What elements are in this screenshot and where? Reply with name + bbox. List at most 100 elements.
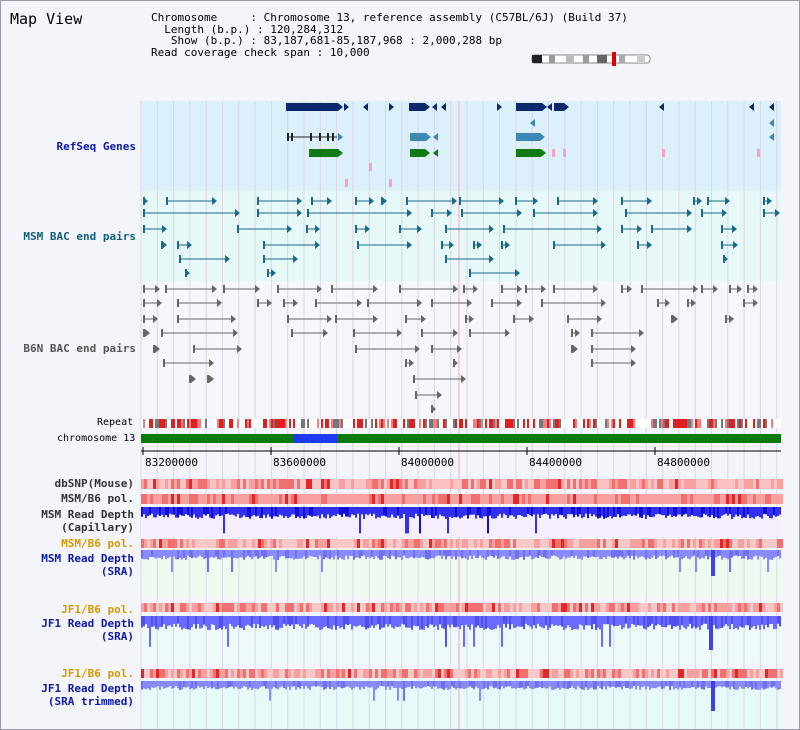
repeat-segment (713, 419, 715, 428)
track-label-msm-b6-pol-2[interactable]: MSM/B6 pol. (61, 537, 134, 550)
track-label-msm-depth-capillary[interactable]: MSM Read Depth (Capillary) (41, 508, 134, 534)
msm-polymorphism-cell (330, 539, 333, 548)
msm-capillary-depth-bar (459, 507, 461, 519)
bac-end (657, 299, 659, 307)
msm-sra-depth-bar (749, 550, 751, 560)
jf1-polymorphism-cell (225, 669, 228, 678)
dbsnp-density-cell (348, 479, 351, 489)
bac-end (223, 285, 225, 293)
jf1-sra-depth-bar (439, 616, 441, 625)
repeat-segment (377, 419, 379, 428)
repeat-segment (347, 419, 349, 428)
track-label-jf1-depth-trimmed[interactable]: JF1 Read Depth (SRA trimmed) (41, 682, 134, 708)
repeat-segment (735, 419, 737, 428)
msm-polymorphism-cell (732, 539, 735, 548)
msm-capillary-depth-bar (697, 507, 699, 517)
msm-capillary-depth-bar (267, 507, 269, 515)
track-label-msm-b6-pol-1[interactable]: MSM/B6 pol. (61, 492, 134, 505)
msm-sra-depth-bar (261, 550, 263, 557)
msm-sra-depth-bar (677, 550, 679, 558)
jf1-polymorphism-cell (276, 669, 279, 678)
jf1-polymorphism-cell (471, 669, 474, 678)
msm-sra-depth-bar (573, 550, 575, 559)
dbsnp-density-cell (477, 479, 480, 489)
jf1-polymorphism-cell (666, 603, 669, 612)
jf1-trimmed-depth-bar (363, 681, 365, 690)
jf1-polymorphism-cell (738, 669, 741, 678)
msm-capillary-depth-bar (437, 507, 439, 519)
track-label-jf1-b6-pol-2[interactable]: JF1/B6 pol. (61, 667, 134, 680)
track-label-msm-bac[interactable]: MSM BAC end pairs (23, 230, 136, 243)
repeat-segment (701, 419, 703, 428)
repeat-segment (247, 419, 249, 428)
jf1-sra-depth-bar (737, 616, 739, 630)
track-label-msm-depth-sra[interactable]: MSM Read Depth (SRA) (41, 552, 134, 578)
msm-polymorphism-cell (723, 539, 726, 548)
msm-polymorphism-cell (144, 539, 147, 548)
jf1-trimmed-depth-bar (623, 681, 625, 687)
jf1-trimmed-depth-bar (175, 681, 177, 687)
jf1-polymorphism-cell (162, 603, 165, 612)
jf1-polymorphism-cell (507, 603, 510, 612)
jf1-trimmed-depth-bar (607, 681, 609, 687)
msm-polymorphism-cell (315, 494, 318, 504)
repeat-segment (521, 419, 523, 428)
track-label-dbsnp[interactable]: dbSNP(Mouse) (54, 477, 134, 490)
msm-polymorphism-cell (666, 539, 669, 548)
jf1-trimmed-depth-bar (249, 681, 251, 688)
strand-arrow-icon (693, 285, 698, 293)
msm-sra-depth-bar (613, 550, 615, 558)
bac-end (571, 345, 573, 353)
msm-capillary-depth-bar (219, 507, 221, 517)
dbsnp-density-cell (642, 479, 645, 489)
jf1-trimmed-depth-bar (245, 681, 247, 688)
jf1-polymorphism-cell (693, 669, 696, 678)
bac-end (513, 315, 515, 323)
dbsnp-density-cell (435, 479, 438, 489)
track-label-jf1-depth-sra[interactable]: JF1 Read Depth (SRA) (41, 617, 134, 643)
bac-end (431, 345, 433, 353)
jf1-trimmed-depth-bar (579, 681, 581, 689)
msm-capillary-depth-bar (707, 507, 709, 517)
msm-capillary-depth-bar (779, 507, 781, 515)
jf1-polymorphism-cell (516, 669, 519, 678)
strand-arrow-icon (517, 209, 522, 217)
jf1-trimmed-depth-bar (417, 681, 419, 688)
track-label-b6n-bac[interactable]: B6N BAC end pairs (23, 342, 136, 355)
jf1-polymorphism-cell (597, 603, 600, 612)
jf1-sra-depth-bar (227, 616, 229, 647)
jf1-polymorphism-cell (615, 669, 618, 678)
msm-polymorphism-cell (504, 494, 507, 504)
jf1-polymorphism-cell (180, 603, 183, 612)
jf1-polymorphism-cell (369, 603, 372, 612)
jf1-polymorphism-cell (426, 603, 429, 612)
strand-arrow-icon (593, 197, 598, 205)
jf1-polymorphism-cell (303, 669, 306, 678)
jf1-polymorphism-cell (198, 669, 201, 678)
jf1-polymorphism-cell (705, 603, 708, 612)
msm-polymorphism-cell (471, 539, 474, 548)
msm-polymorphism-cell (501, 539, 504, 548)
strand-arrow-icon (515, 269, 520, 277)
dbsnp-density-cell (354, 479, 357, 489)
jf1-sra-depth-bar (721, 616, 723, 628)
jf1-trimmed-depth-bar (497, 681, 499, 689)
jf1-sra-depth-bar (367, 616, 369, 629)
msm-polymorphism-cell (468, 494, 471, 504)
jf1-polymorphism-cell (474, 669, 477, 678)
track-label-jf1-b6-pol-1[interactable]: JF1/B6 pol. (61, 603, 134, 616)
jf1-trimmed-depth-bar (429, 681, 431, 688)
msm-sra-depth-bar (477, 550, 479, 559)
dbsnp-density-cell (516, 479, 519, 489)
jf1-polymorphism-cell (621, 669, 624, 678)
msm-sra-depth-bar (251, 550, 253, 560)
repeat-segment (467, 419, 469, 428)
msm-capillary-depth-bar (305, 507, 307, 519)
jf1-sra-depth-bar (203, 616, 205, 625)
jf1-sra-depth-bar (161, 616, 163, 627)
dbsnp-density-cell (687, 479, 690, 489)
repeat-segment (519, 419, 521, 428)
track-label-refseq[interactable]: RefSeq Genes (56, 140, 136, 153)
jf1-polymorphism-cell (291, 603, 294, 612)
